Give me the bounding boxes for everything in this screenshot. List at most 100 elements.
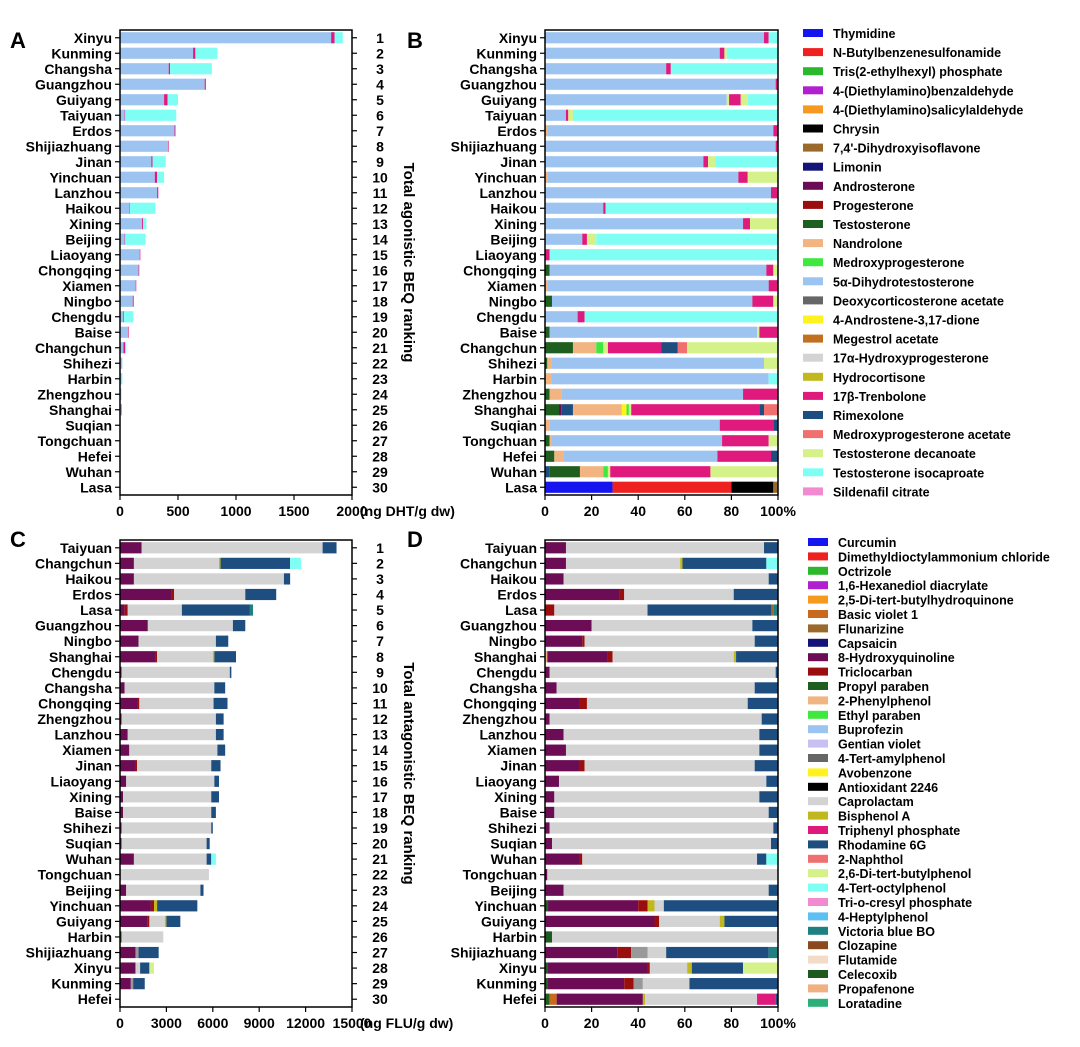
bar-segment [120,620,148,632]
bar-segment [120,728,128,741]
bar-segment [157,171,165,183]
category-label: Kunming [51,45,112,61]
right-axis-title: Total antagonistic BEQ ranking [400,662,417,884]
legend-swatch [803,391,823,400]
bar-segment [545,94,727,106]
bar-segment [545,233,583,245]
bar-segment [586,697,748,710]
legend-label: Curcumin [838,536,896,550]
bar-segment [612,651,734,663]
legend-label: 8-Hydroxyquinoline [838,651,955,665]
bar-segment [775,78,778,90]
bar-segment [120,47,194,59]
bar-segment [120,775,127,787]
legend-label: 4-Androstene-3,17-dione [833,314,980,328]
bar-segment [743,388,778,400]
legend-swatch [808,955,828,964]
category-label: Hefei [503,991,537,1007]
category-label: Shihezi [63,820,112,836]
category-label: Liaoyang [476,247,537,263]
category-label: Chongqing [463,695,537,711]
bar-segment [213,697,228,710]
rank-label: 13 [372,727,388,743]
bar-segment [642,978,690,990]
bar-segment [549,822,774,834]
bar-segment [654,915,660,927]
legend-label: Bisphenol A [838,810,910,824]
legend-swatch [808,883,828,892]
bar-segment [133,573,284,585]
bar-segment [773,419,778,431]
bar-segment [138,264,140,276]
bar-segment [125,109,177,121]
bar-segment [120,140,169,152]
category-label: Hefei [503,448,537,464]
bar-segment [773,295,778,307]
category-label: Shijiazhuang [26,945,112,961]
bar-segment [545,884,564,896]
bar-segment [607,466,611,478]
bar-segment [736,651,778,663]
bar-segment [120,125,175,137]
rank-label: 17 [372,278,388,294]
category-label: Zhengzhou [462,386,537,402]
bar-segment [754,682,778,694]
bar-segment [168,63,171,75]
bar-segment [759,326,778,338]
legend-swatch [803,430,823,439]
bar-segment [759,744,778,756]
bar-segment [551,435,723,447]
bar-segment [545,620,592,632]
rank-label: 29 [372,464,388,480]
category-label: Xining [494,216,537,232]
legend-swatch [803,48,823,57]
legend-swatch [803,449,823,458]
bar-segment [549,993,557,1005]
x-tick-label: 0 [541,1015,549,1031]
rank-label: 9 [376,154,384,170]
bar-segment [545,728,564,741]
category-label: Beijing [490,882,537,898]
bar-segment [719,47,725,59]
bar-segment [120,884,127,896]
category-label: Erdos [497,123,537,139]
panel-label-c: C [10,527,26,552]
x-axis-unit: (ng FLU/g dw) [360,1015,453,1031]
category-label: Taiyuan [60,107,112,123]
category-label: Baise [500,324,538,340]
legend-swatch [803,124,823,133]
bar-segment [743,218,751,230]
legend-label: Hydrocortisone [833,371,925,385]
bar-segment [549,249,778,261]
category-label: Erdos [72,586,112,602]
bar-segment [554,450,564,462]
legend-label: Propyl paraben [838,680,929,694]
category-label: Shihezi [63,355,112,371]
bar-segment [768,806,778,819]
bar-segment [331,32,335,44]
rank-label: 25 [372,402,388,418]
bar-segment [603,466,608,478]
category-label: Xiamen [487,742,537,758]
bar-segment [626,404,629,416]
bar-segment [120,218,143,230]
bar-segment [572,404,622,416]
legend-label: 2-Phenylphenol [838,694,931,708]
bar-segment [127,604,182,616]
bar-segment [764,404,778,416]
bar-segment [123,791,212,803]
legend-label: Rhodamine 6G [838,838,926,852]
bar-segment [545,32,765,44]
bar-segment [215,635,229,647]
x-tick-label: 1000 [220,503,251,519]
legend-swatch [803,411,823,419]
legend-swatch [808,552,828,561]
bar-segment [773,481,778,493]
bar-segment [137,697,140,710]
bar-segment [322,542,337,554]
category-label: Beijing [65,882,112,898]
bar-segment [661,342,678,354]
legend-swatch [803,353,823,362]
rank-label: 5 [376,92,384,108]
category-label: Liaoyang [51,247,112,263]
